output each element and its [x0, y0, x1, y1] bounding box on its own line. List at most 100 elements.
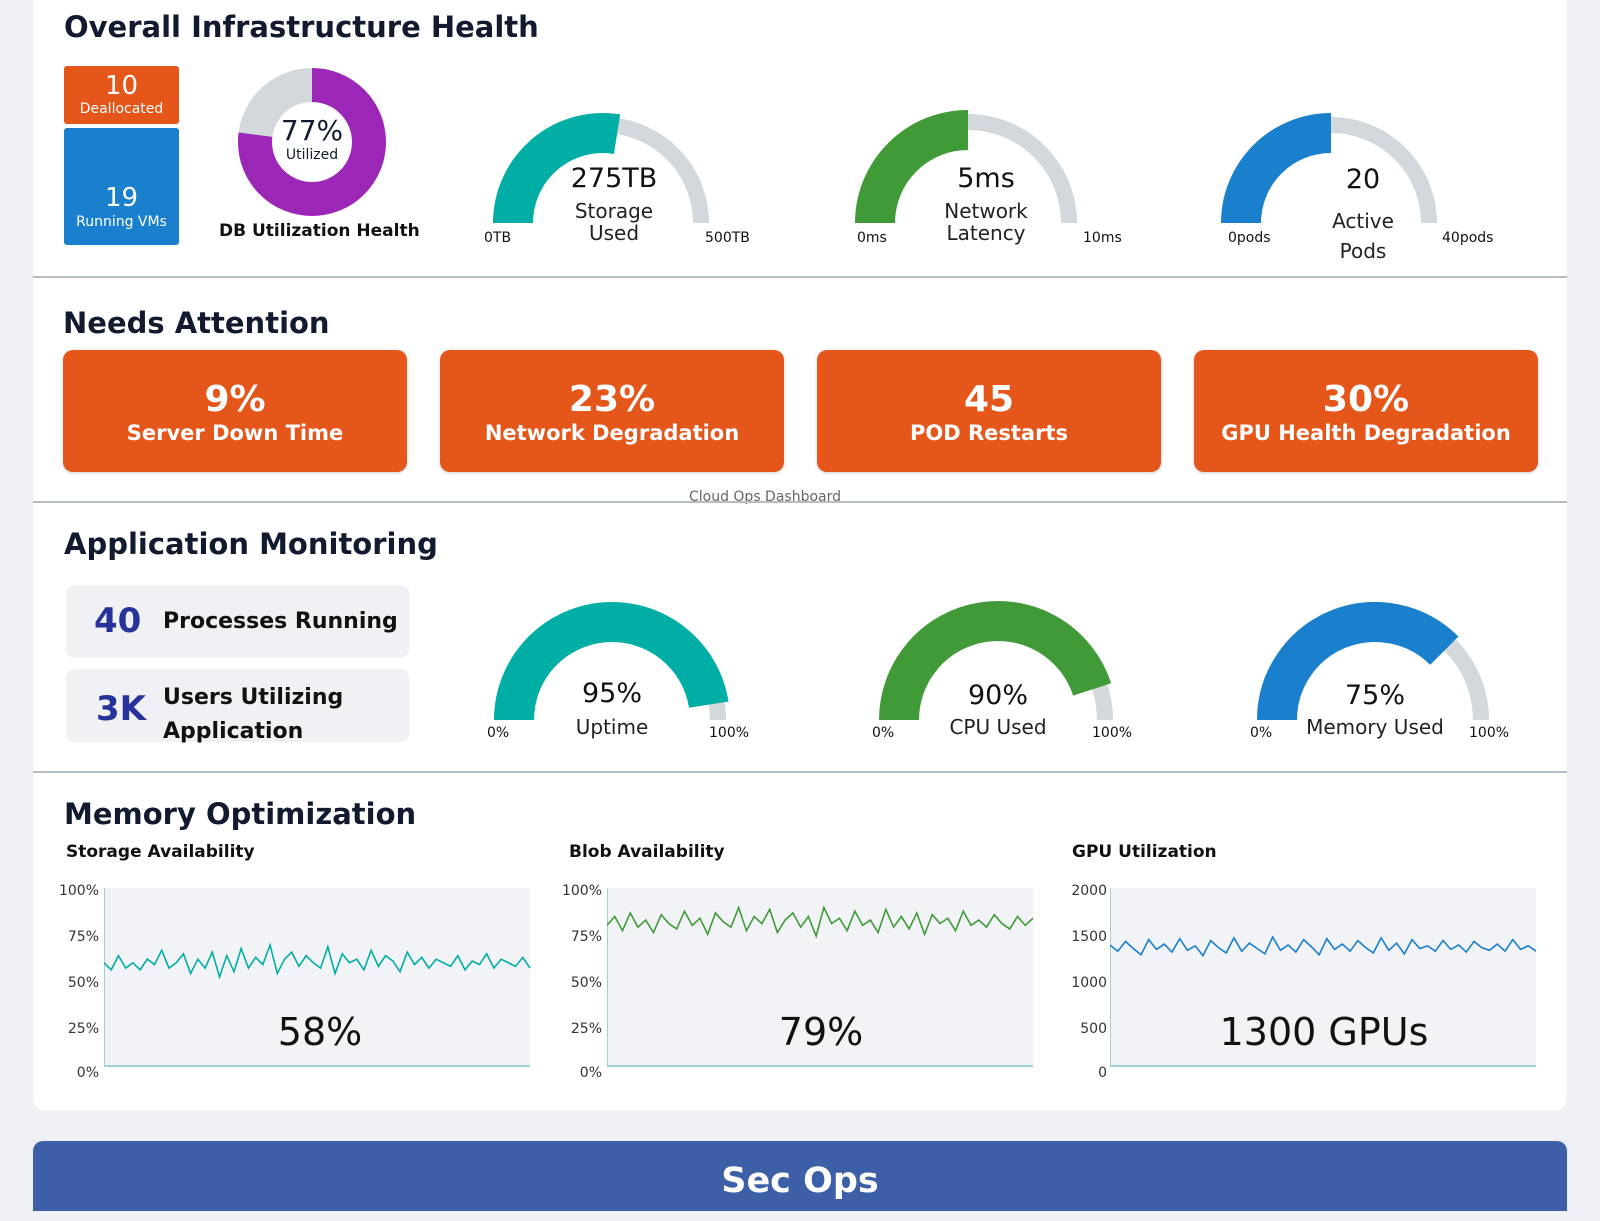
db-utilization-value: 77% — [280, 114, 344, 147]
db-utilization-donut — [238, 68, 386, 216]
chart-series-line — [607, 905, 1034, 939]
uptime-max: 100% — [709, 725, 750, 741]
processes-running-card[interactable]: 40 Processes Running — [66, 585, 409, 658]
memory-max: 100% — [1469, 725, 1510, 741]
blob-chart-title: Blob Availability — [569, 842, 725, 862]
latency-gauge — [855, 110, 1077, 224]
gauge-value-arc — [1257, 602, 1459, 721]
cpu-min: 0% — [872, 725, 895, 741]
attention-value: 9% — [204, 379, 266, 420]
sec-ops-section-header[interactable]: Sec Ops — [33, 1141, 1567, 1211]
ytick: 1500 — [1071, 929, 1107, 945]
processes-running-label: Processes Running — [163, 609, 398, 634]
uptime-label: Uptime — [575, 715, 649, 739]
ytick: 25% — [67, 1021, 99, 1037]
blob-availability-chart — [607, 888, 1034, 1067]
uptime-value: 95% — [581, 678, 642, 709]
attention-value: 45 — [963, 379, 1015, 420]
attention-tile-network-degradation[interactable]: 23% Network Degradation — [440, 350, 784, 472]
storage-label: Storage Used — [554, 200, 674, 244]
processes-running-value: 40 — [94, 601, 142, 641]
storage-max: 500TB — [705, 230, 750, 246]
attention-value: 23% — [568, 379, 656, 420]
chart-plot-area — [607, 888, 1033, 1066]
pods-label-line2: Pods — [1339, 239, 1387, 263]
ytick: 0% — [76, 1065, 99, 1081]
attention-tile-server-downtime[interactable]: 9% Server Down Time — [63, 350, 407, 472]
gauge-value-arc — [1221, 113, 1332, 224]
section-title-attention: Needs Attention — [63, 306, 330, 340]
cpu-gauge — [879, 601, 1113, 721]
db-utilization-label: DB Utilization Health — [219, 221, 420, 241]
latency-min: 0ms — [857, 230, 887, 246]
ytick: 100% — [561, 883, 602, 899]
running-vms-label: Running VMs — [76, 214, 167, 230]
latency-label-line1: Network — [944, 199, 1028, 223]
blob-chart-value: 79% — [778, 1010, 864, 1054]
ytick: 2000 — [1071, 883, 1107, 899]
ytick: 50% — [67, 975, 99, 991]
running-vms-card[interactable]: 19 Running VMs — [64, 128, 179, 245]
gpu-chart-value: 1300 GPUs — [1219, 1010, 1429, 1054]
section-divider — [33, 501, 1567, 503]
deallocated-label: Deallocated — [79, 101, 164, 117]
users-utilizing-value: 3K — [96, 689, 147, 729]
gpu-utilization-chart — [1110, 888, 1537, 1067]
gauge-value-arc — [855, 110, 969, 224]
attention-value: 30% — [1322, 379, 1410, 420]
ytick: 75% — [570, 929, 602, 945]
section-title-infra: Overall Infrastructure Health — [64, 10, 539, 44]
ytick: 100% — [58, 883, 99, 899]
deallocated-value: 10 — [104, 71, 139, 101]
ytick: 0 — [1098, 1065, 1107, 1081]
section-divider — [33, 276, 1567, 278]
ytick: 1000 — [1071, 975, 1107, 991]
running-vms-value: 19 — [104, 183, 139, 213]
pods-min: 0pods — [1228, 230, 1271, 246]
chart-series-line — [1110, 935, 1537, 958]
pods-max: 40pods — [1442, 230, 1494, 246]
uptime-gauge — [494, 602, 729, 721]
donut-value-arc — [238, 68, 386, 216]
pods-label-line1: Active — [1332, 209, 1394, 233]
storage-label-line2: Used — [588, 221, 640, 245]
attention-label: Network Degradation — [484, 421, 740, 445]
latency-max: 10ms — [1083, 230, 1122, 246]
storage-min: 0TB — [484, 230, 512, 246]
attention-tile-gpu-health[interactable]: 30% GPU Health Degradation — [1194, 350, 1538, 472]
ytick: 50% — [570, 975, 602, 991]
pods-label: Active Pods — [1303, 206, 1423, 266]
pods-gauge — [1221, 113, 1437, 224]
users-utilizing-label-line2: Application — [163, 719, 304, 744]
attention-label: Server Down Time — [126, 421, 344, 445]
latency-label-line2: Latency — [946, 221, 1026, 245]
users-utilizing-card[interactable]: 3K Users Utilizing Application — [66, 669, 409, 744]
users-utilizing-label: Users Utilizing Application — [163, 681, 343, 749]
storage-gauge — [493, 113, 709, 224]
storage-value: 275TB — [570, 163, 658, 194]
pods-value: 20 — [1345, 164, 1381, 195]
latency-label: Network Latency — [926, 200, 1046, 244]
ytick: 0% — [579, 1065, 602, 1081]
section-title-memopt: Memory Optimization — [64, 797, 417, 831]
uptime-min: 0% — [487, 725, 510, 741]
section-divider — [33, 771, 1567, 773]
cpu-max: 100% — [1092, 725, 1133, 741]
ytick: 25% — [570, 1021, 602, 1037]
cpu-label: CPU Used — [949, 715, 1047, 739]
latency-value: 5ms — [957, 163, 1015, 194]
gauge-value-arc — [494, 602, 729, 721]
storage-chart-title: Storage Availability — [66, 842, 255, 862]
users-utilizing-label-line1: Users Utilizing — [163, 685, 344, 710]
ytick: 500 — [1080, 1021, 1107, 1037]
chart-plot-area — [104, 888, 530, 1066]
storage-availability-chart — [104, 888, 531, 1067]
db-utilization-sub: Utilized — [285, 147, 339, 163]
ytick: 75% — [67, 929, 99, 945]
gauge-value-arc — [493, 113, 621, 224]
deallocated-card[interactable]: 10 Deallocated — [64, 66, 179, 124]
memory-label: Memory Used — [1306, 715, 1444, 739]
chart-plot-area — [1110, 888, 1536, 1066]
attention-tile-pod-restarts[interactable]: 45 POD Restarts — [817, 350, 1161, 472]
attention-label: POD Restarts — [909, 421, 1068, 445]
